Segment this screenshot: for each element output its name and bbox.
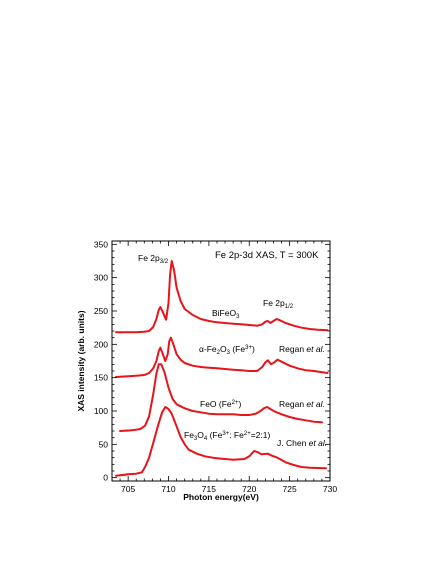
label-chen: J. Chen et al. bbox=[277, 438, 327, 448]
x-axis-title: Photon energy(eV) bbox=[183, 492, 259, 502]
y-tick-label: 50 bbox=[99, 439, 109, 449]
y-tick-label: 150 bbox=[94, 373, 108, 383]
axis-ticks bbox=[111, 241, 331, 481]
tick-labels: 705 710 715 720 725 730 0 50 100 150 200 250 300 350 bbox=[94, 239, 338, 494]
x-tick-label: 720 bbox=[242, 484, 256, 494]
label-alpha-fe2o3: α-Fe2O3 (Fe3+) bbox=[199, 344, 255, 356]
y-tick-label: 0 bbox=[103, 473, 108, 483]
x-tick-label: 705 bbox=[121, 484, 135, 494]
label-fe3o4: Fe3O4 (Fe3+: Fe2+=2:1) bbox=[184, 430, 270, 442]
x-tick-label: 710 bbox=[161, 484, 175, 494]
x-tick-label: 715 bbox=[202, 484, 216, 494]
label-fe-2p12: Fe 2p1/2 bbox=[263, 298, 294, 310]
label-bifeo3: BiFeO3 bbox=[212, 308, 240, 320]
series-2-line bbox=[115, 336, 329, 378]
label-regan-2: Regan et al. bbox=[279, 399, 325, 409]
chart-title: Fe 2p-3d XAS, T = 300K bbox=[215, 250, 319, 261]
y-tick-label: 250 bbox=[94, 306, 108, 316]
curves-group bbox=[115, 260, 329, 477]
y-tick-label: 100 bbox=[94, 406, 108, 416]
x-tick-label: 730 bbox=[323, 484, 337, 494]
series-1-line bbox=[115, 260, 329, 334]
plot-content bbox=[115, 260, 329, 477]
label-fe-2p32: Fe 2p3/2 bbox=[138, 253, 169, 265]
plot-frame bbox=[111, 240, 331, 482]
y-axis-title: XAS intensity (arb. units) bbox=[76, 310, 86, 411]
y-tick-label: 200 bbox=[94, 339, 108, 349]
x-tick-label: 725 bbox=[283, 484, 297, 494]
series-4-line bbox=[115, 406, 327, 477]
y-tick-label: 350 bbox=[94, 239, 108, 249]
label-regan-1: Regan et al. bbox=[279, 344, 325, 354]
y-tick-label: 300 bbox=[94, 273, 108, 283]
series-3-line bbox=[119, 363, 323, 432]
label-feo: FeO (Fe2+) bbox=[200, 399, 242, 409]
